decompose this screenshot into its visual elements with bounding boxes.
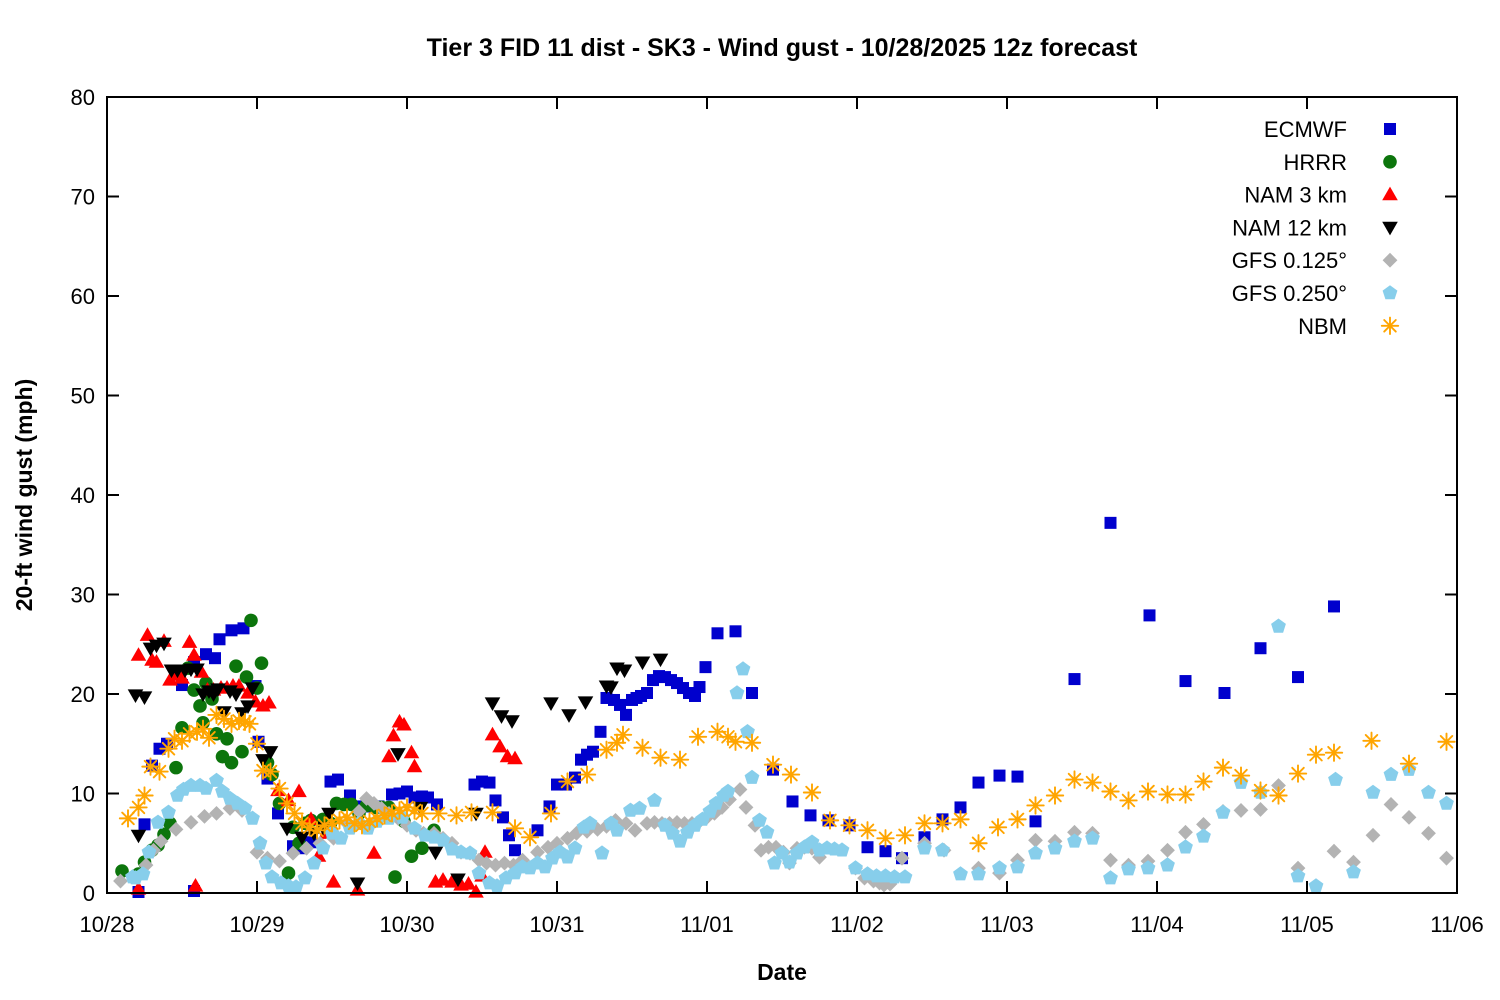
series-gfs-0-250-	[125, 618, 1454, 894]
legend-item-label: NAM 3 km	[1244, 183, 1347, 208]
y-axis-label: 20-ft wind gust (mph)	[11, 379, 37, 612]
chart-title: Tier 3 FID 11 dist - SK3 - Wind gust - 1…	[427, 34, 1138, 62]
series-gfs-0-125-	[113, 778, 1454, 893]
y-tick-label: 30	[71, 583, 95, 608]
x-tick-label: 11/04	[1130, 912, 1183, 937]
x-axis-label: Date	[757, 959, 807, 985]
legend-item-gfs-0-125-: GFS 0.125°	[1232, 248, 1398, 273]
plot-border	[106, 96, 1458, 894]
legend-item-nam-3-km: NAM 3 km	[1244, 183, 1398, 208]
y-tick-label: 0	[83, 881, 95, 906]
y-tick-label: 60	[71, 284, 95, 309]
series-nbm	[118, 705, 1456, 853]
y-tick-label: 50	[71, 384, 95, 409]
legend-item-label: GFS 0.250°	[1232, 281, 1347, 306]
legend-item-label: HRRR	[1283, 150, 1347, 175]
legend-item-label: NAM 12 km	[1232, 215, 1347, 240]
legend-item-nam-12-km: NAM 12 km	[1232, 215, 1398, 240]
x-tick-label: 10/31	[529, 912, 584, 937]
y-tick-label: 20	[71, 682, 95, 707]
legend-item-label: GFS 0.125°	[1232, 248, 1347, 273]
legend-item-gfs-0-250-: GFS 0.250°	[1232, 281, 1398, 306]
series-ecmwf	[132, 516, 1340, 899]
x-tick-label: 11/02	[830, 912, 883, 937]
legend-item-hrrr: HRRR	[1283, 150, 1397, 175]
x-tick-label: 11/03	[980, 912, 1033, 937]
legend-item-label: NBM	[1298, 314, 1347, 339]
x-tick-label: 11/06	[1430, 912, 1483, 937]
y-tick-label: 70	[71, 185, 95, 210]
legend-item-nbm: NBM	[1298, 314, 1400, 339]
series-nam-12-km	[127, 637, 669, 892]
legend-item-label: ECMWF	[1264, 117, 1347, 142]
x-tick-label: 10/29	[229, 912, 284, 937]
y-tick-label: 10	[71, 782, 95, 807]
legend: ECMWF HRRR NAM 3 km NAM 12 km GFS 0.125° GFS …	[1232, 117, 1400, 339]
y-tick-label: 80	[71, 85, 95, 110]
x-tick-label: 10/30	[379, 912, 434, 937]
legend-item-ecmwf: ECMWF	[1264, 117, 1396, 142]
x-tick-label: 10/28	[79, 912, 134, 937]
x-tick-label: 11/05	[1280, 912, 1333, 937]
tick-labels: 10/28 10/29 10/30 10/31 11/01 11/02 11/03 11/04…	[71, 85, 1484, 937]
y-tick-label: 40	[71, 483, 95, 508]
x-tick-label: 11/01	[680, 912, 733, 937]
